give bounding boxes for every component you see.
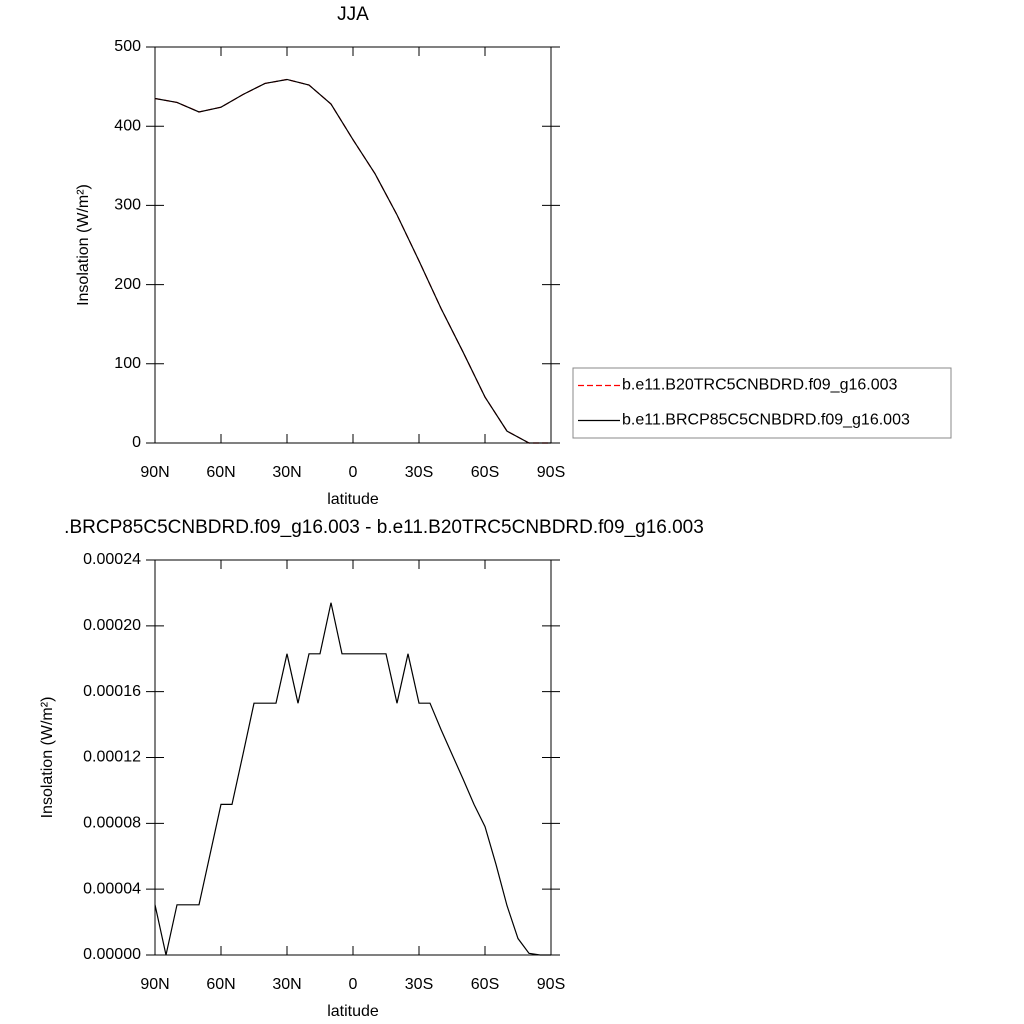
y-tick-label: 0.00000 — [83, 946, 141, 963]
y-tick-label: 0.00024 — [83, 551, 141, 568]
y-tick-label: 0.00008 — [83, 815, 141, 832]
x-tick-label: 0 — [349, 464, 358, 481]
x-tick-label: 90N — [140, 464, 169, 481]
y-tick-label: 300 — [114, 197, 141, 214]
legend-label: b.e11.BRCP85C5CNBDRD.f09_g16.003 — [622, 412, 910, 429]
y-tick-label: 0.00012 — [83, 749, 141, 766]
data-line — [154, 78, 551, 444]
x-tick-label: 30N — [272, 464, 301, 481]
y-tick-label: 0.00016 — [83, 683, 141, 700]
x-axis-label: latitude — [327, 491, 379, 508]
y-tick-label: 100 — [114, 355, 141, 372]
y-tick-label: 0.00020 — [83, 617, 141, 634]
data-line — [154, 602, 551, 956]
x-tick-label: 60S — [471, 464, 499, 481]
x-tick-label: 30N — [272, 976, 301, 993]
y-tick-label: 200 — [114, 276, 141, 293]
data-line — [154, 78, 551, 444]
x-tick-label: 60S — [471, 976, 499, 993]
legend-label: b.e11.B20TRC5CNBDRD.f09_g16.003 — [622, 377, 898, 394]
plot-frame — [154, 559, 552, 956]
chart-title: JJA — [337, 4, 369, 25]
x-tick-label: 60N — [206, 976, 235, 993]
x-tick-label: 90S — [537, 464, 565, 481]
y-tick-label: 400 — [114, 117, 141, 134]
x-tick-label: 90S — [537, 976, 565, 993]
legend-box — [572, 367, 952, 439]
x-tick-label: 30S — [405, 976, 433, 993]
plot-frame — [154, 46, 552, 444]
y-axis-label: Insolation (W/m²) — [39, 697, 56, 819]
x-tick-label: 60N — [206, 464, 235, 481]
y-tick-label: 0 — [132, 434, 141, 451]
y-tick-label: 500 — [114, 38, 141, 55]
x-tick-label: 0 — [349, 976, 358, 993]
chart-title: .BRCP85C5CNBDRD.f09_g16.003 - b.e11.B20T… — [64, 517, 704, 538]
x-tick-label: 90N — [140, 976, 169, 993]
y-tick-label: 0.00004 — [83, 880, 141, 897]
y-axis-label: Insolation (W/m²) — [75, 184, 92, 306]
x-axis-label: latitude — [327, 1003, 379, 1020]
x-tick-label: 30S — [405, 464, 433, 481]
